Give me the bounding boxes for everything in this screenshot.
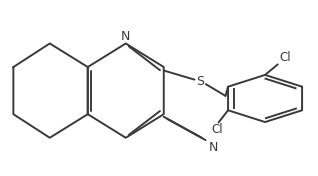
Text: N: N [209,141,218,154]
Text: Cl: Cl [211,123,223,136]
Text: N: N [121,30,130,43]
Text: Cl: Cl [279,51,291,64]
Text: S: S [196,75,204,88]
